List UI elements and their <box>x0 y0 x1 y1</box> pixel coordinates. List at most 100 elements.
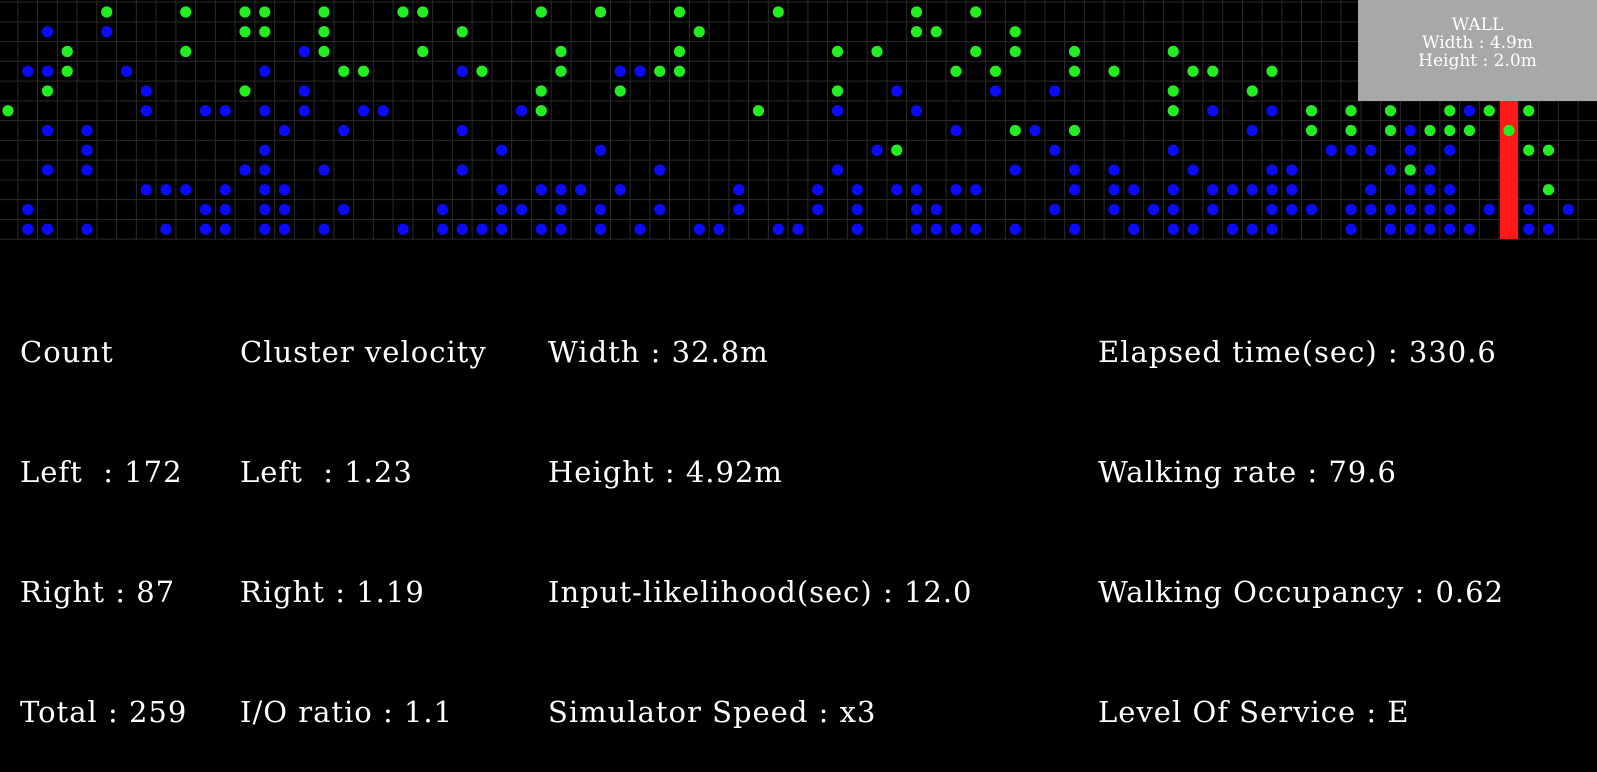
left-walker-dot <box>1286 164 1298 176</box>
right-walker-dot <box>239 6 251 18</box>
left-walker-dot <box>575 184 587 196</box>
left-walker-dot <box>1108 184 1120 196</box>
wall-barrier <box>1500 100 1518 240</box>
left-walker-dot <box>120 65 133 77</box>
wall-layer <box>1500 100 1518 240</box>
right-walker-dot <box>673 65 686 77</box>
left-walker-dot <box>515 105 528 117</box>
left-walker-dot <box>278 203 291 216</box>
left-walker-dot <box>1404 124 1416 137</box>
left-walker-dot <box>831 105 844 117</box>
left-walker-dot <box>614 65 626 77</box>
left-walker-dot <box>812 184 824 196</box>
right-walker-dot <box>1068 45 1081 58</box>
left-walker-dot <box>831 164 844 176</box>
left-walker-dot <box>1345 223 1357 235</box>
left-walker-dot <box>1049 85 1061 97</box>
left-walker-dot <box>318 223 330 235</box>
left-walker-dot <box>1108 164 1120 176</box>
left-walker-dot <box>160 223 172 235</box>
right-walker-dot <box>1345 124 1357 137</box>
right-walker-dot <box>1444 105 1456 117</box>
right-walker-dot <box>989 65 1002 77</box>
right-walker-dot <box>970 45 982 58</box>
left-walker-dot <box>338 124 350 137</box>
left-walker-dot <box>1187 164 1199 176</box>
walking-occupancy: Walking Occupancy : 0.62 <box>1098 575 1505 609</box>
left-walker-dot <box>1384 164 1397 176</box>
wall-info-panel: WALL Width : 4.9m Height : 2.0m <box>1358 0 1597 101</box>
left-walker-dot <box>1424 203 1436 216</box>
left-walker-dot <box>298 105 310 117</box>
left-walker-dot <box>555 184 567 196</box>
level-of-service: Level Of Service : E <box>1098 695 1410 729</box>
right-walker-dot <box>673 45 686 58</box>
left-walker-dot <box>456 124 468 137</box>
right-walker-dot <box>673 6 686 18</box>
left-walker-dot <box>476 223 488 235</box>
left-walker-dot <box>298 45 310 58</box>
left-walker-dot <box>515 203 528 216</box>
left-walker-dot <box>101 26 113 38</box>
left-walker-dot <box>298 85 310 97</box>
left-walker-dot <box>377 105 389 117</box>
right-walker-dot <box>1404 164 1416 176</box>
left-walker-dot <box>41 164 54 176</box>
right-walker-dot <box>397 6 409 18</box>
right-walker-dot <box>417 45 429 58</box>
left-walker-dot <box>22 223 34 235</box>
right-walker-dot <box>871 45 883 58</box>
left-walker-dot <box>1325 144 1337 156</box>
left-walker-dot <box>81 124 93 137</box>
left-walker-dot <box>1444 223 1456 235</box>
wall-height: Height : 2.0m <box>1418 51 1537 71</box>
simulation-grid <box>0 0 1597 240</box>
left-walker-dot <box>812 203 824 216</box>
right-walker-dot <box>1384 124 1397 137</box>
right-walker-dot <box>1424 124 1436 137</box>
left-walker-dot <box>1424 184 1436 196</box>
left-walker-dot <box>81 164 93 176</box>
left-walker-dot <box>891 85 903 97</box>
left-walker-dot <box>1128 184 1140 196</box>
left-walker-dot <box>535 223 547 235</box>
input-likelihood: Input-likelihood(sec) : 12.0 <box>548 575 973 609</box>
right-walker-dot <box>1305 105 1318 117</box>
left-walker-dot <box>1029 124 1041 137</box>
right-walker-dot <box>180 6 192 18</box>
right-walker-dot <box>693 26 705 38</box>
right-walker-dot <box>1009 124 1021 137</box>
left-walker-dot <box>772 223 784 235</box>
left-walker-dot <box>792 223 804 235</box>
left-walker-dot <box>180 184 192 196</box>
left-walker-dot <box>199 105 212 117</box>
left-walker-dot <box>1463 105 1476 117</box>
simulator-speed: Simulator Speed : x3 <box>548 695 877 729</box>
left-walker-dot <box>22 203 34 216</box>
left-walker-dot <box>1226 184 1239 196</box>
right-walker-dot <box>101 6 113 18</box>
left-walker-dot <box>1068 223 1081 235</box>
right-walker-dot <box>1266 65 1278 77</box>
left-walker-dot <box>594 223 607 235</box>
left-walker-dot <box>910 203 923 216</box>
left-walker-dot <box>41 223 54 235</box>
left-walker-dot <box>436 223 449 235</box>
right-walker-dot <box>1523 105 1535 117</box>
right-walker-dot <box>594 6 607 18</box>
right-walker-dot <box>417 6 429 18</box>
left-walker-dot <box>1404 144 1416 156</box>
left-walker-dot <box>278 184 291 196</box>
elapsed-time: Elapsed time(sec) : 330.6 <box>1098 335 1497 369</box>
right-walker-dot <box>1483 105 1495 117</box>
right-walker-dot <box>910 26 923 38</box>
left-walker-dot <box>851 223 863 235</box>
left-walker-dot <box>970 184 982 196</box>
count-total: Total : 259 <box>20 695 188 729</box>
right-walker-dot <box>318 45 330 58</box>
left-walker-dot <box>1286 203 1298 216</box>
left-walker-dot <box>259 184 271 196</box>
left-walker-dot <box>1523 203 1535 216</box>
left-walker-dot <box>1246 184 1258 196</box>
left-walker-dot <box>1305 203 1318 216</box>
